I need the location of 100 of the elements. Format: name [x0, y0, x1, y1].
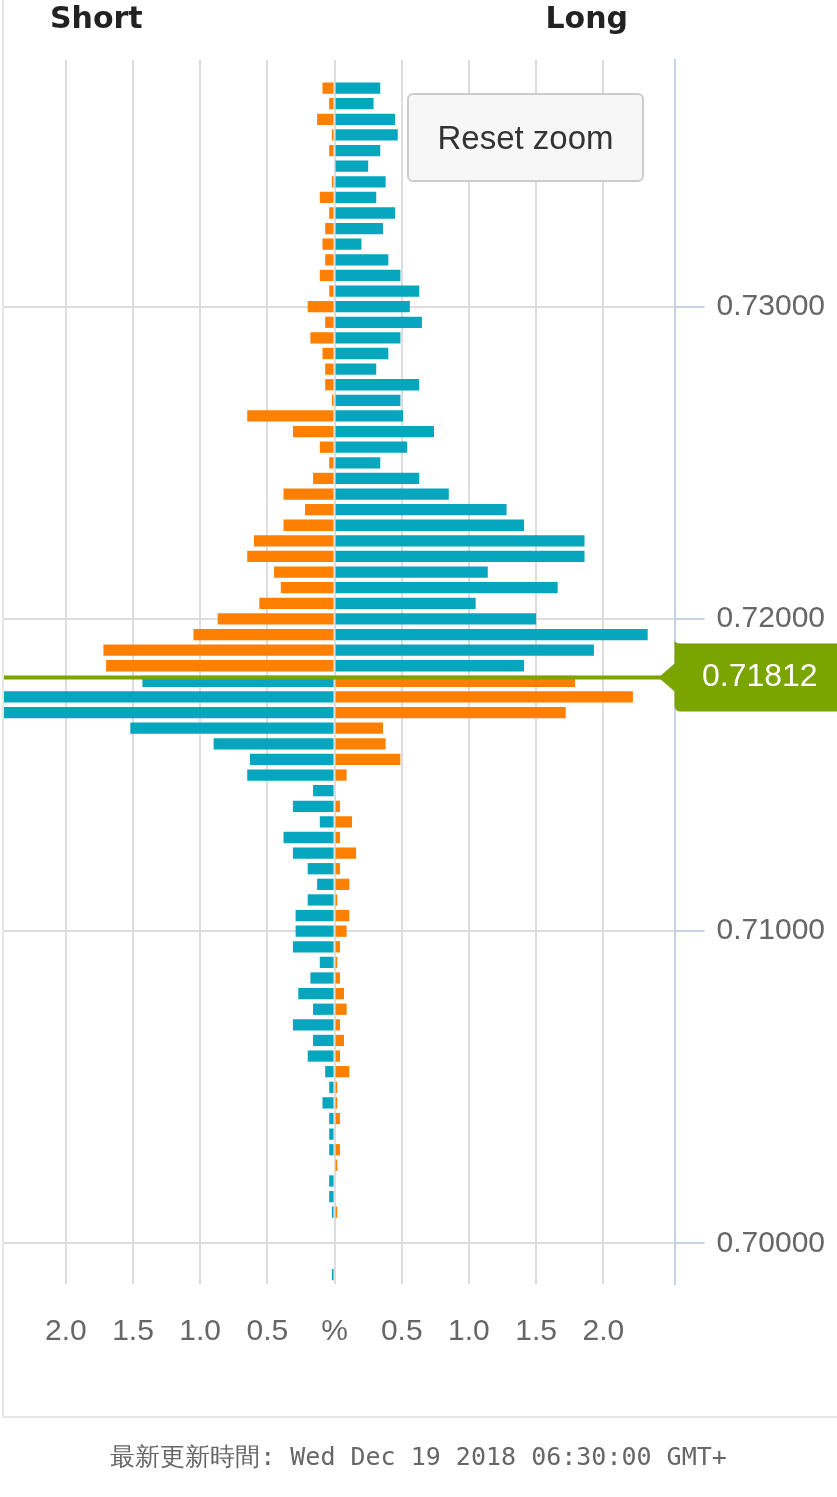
bar — [322, 347, 334, 360]
bar — [4, 691, 334, 703]
bar — [335, 909, 350, 922]
bar — [322, 82, 334, 94]
bar — [329, 1144, 334, 1156]
bar — [283, 831, 334, 844]
bar — [335, 1003, 347, 1015]
bar — [325, 316, 334, 328]
bar — [335, 1019, 340, 1031]
bar — [335, 129, 398, 141]
bar — [335, 831, 340, 844]
bar — [247, 410, 334, 422]
bar — [325, 254, 334, 266]
bar — [335, 379, 420, 391]
bar — [329, 207, 334, 219]
bar — [335, 410, 404, 422]
bar — [322, 238, 334, 250]
bar — [193, 628, 334, 641]
bar — [313, 472, 334, 485]
bar — [335, 535, 585, 547]
x-tick-label: 1.5 — [515, 1313, 558, 1347]
bar — [335, 191, 377, 204]
bar — [335, 113, 396, 125]
bar — [335, 363, 377, 375]
bar — [307, 863, 334, 875]
bar — [335, 425, 435, 438]
x-tick-label: 0.5 — [380, 1313, 423, 1347]
bar — [335, 316, 422, 328]
text: Short — [50, 0, 143, 35]
bar — [292, 941, 334, 953]
bar — [335, 550, 585, 563]
bar — [335, 769, 347, 781]
bar — [329, 144, 334, 157]
bar — [335, 706, 566, 719]
bar — [4, 706, 334, 719]
bar — [335, 987, 344, 1000]
bar — [313, 1034, 334, 1047]
bar — [335, 1050, 340, 1062]
bar — [217, 613, 334, 625]
bar — [329, 98, 334, 110]
bar — [335, 144, 381, 157]
bar — [329, 1112, 334, 1125]
ref-line-label: 0.71812 — [701, 657, 818, 694]
bar — [335, 82, 381, 94]
bar — [325, 363, 334, 375]
text: 最新更新時間: Wed Dec 19 2018 06:30:00 GMT+ — [109, 1441, 728, 1473]
x-tick-label: 1.0 — [448, 1313, 490, 1347]
bar — [292, 847, 334, 859]
bar — [253, 535, 334, 547]
bar — [335, 644, 594, 656]
bar — [292, 425, 334, 438]
bar — [329, 1128, 334, 1140]
bar — [335, 503, 507, 516]
bar — [335, 972, 340, 984]
bar — [335, 613, 537, 625]
bar — [335, 222, 383, 235]
bar — [307, 894, 334, 906]
bar — [313, 785, 334, 797]
bar — [335, 238, 362, 250]
bar — [335, 285, 420, 297]
bar — [247, 550, 334, 563]
bar — [335, 847, 357, 859]
bar — [319, 956, 334, 969]
bar — [335, 254, 389, 266]
bar — [317, 878, 334, 890]
bar — [319, 269, 334, 282]
y-tick-label: 0.70000 — [716, 1224, 826, 1258]
bar — [335, 722, 383, 734]
bar — [259, 597, 334, 609]
bar — [292, 800, 334, 812]
bar — [249, 753, 334, 766]
bar — [307, 301, 334, 313]
bar — [335, 800, 340, 812]
bar — [106, 660, 334, 672]
bar — [295, 925, 334, 937]
y-tick-label: 0.73000 — [716, 287, 826, 321]
bar — [335, 566, 488, 578]
bar — [335, 1144, 340, 1156]
bar — [298, 987, 334, 1000]
x-tick-label: % — [321, 1313, 348, 1347]
bar — [325, 222, 334, 235]
bar — [335, 301, 410, 313]
bar — [329, 1175, 334, 1187]
bar — [335, 1112, 340, 1125]
bar — [335, 207, 396, 219]
bar — [213, 738, 334, 750]
bar — [335, 878, 350, 890]
annotation: Reset zoom — [407, 93, 644, 182]
bar — [335, 269, 401, 282]
bar — [319, 441, 334, 453]
bar — [335, 738, 386, 750]
bar — [103, 644, 334, 656]
bar — [319, 191, 334, 204]
bar — [335, 98, 374, 110]
bar — [283, 488, 334, 500]
bar — [283, 519, 334, 531]
x-tick-label: 2.0 — [44, 1313, 87, 1347]
bar — [130, 722, 334, 734]
bar — [335, 597, 476, 609]
bar — [335, 691, 633, 703]
